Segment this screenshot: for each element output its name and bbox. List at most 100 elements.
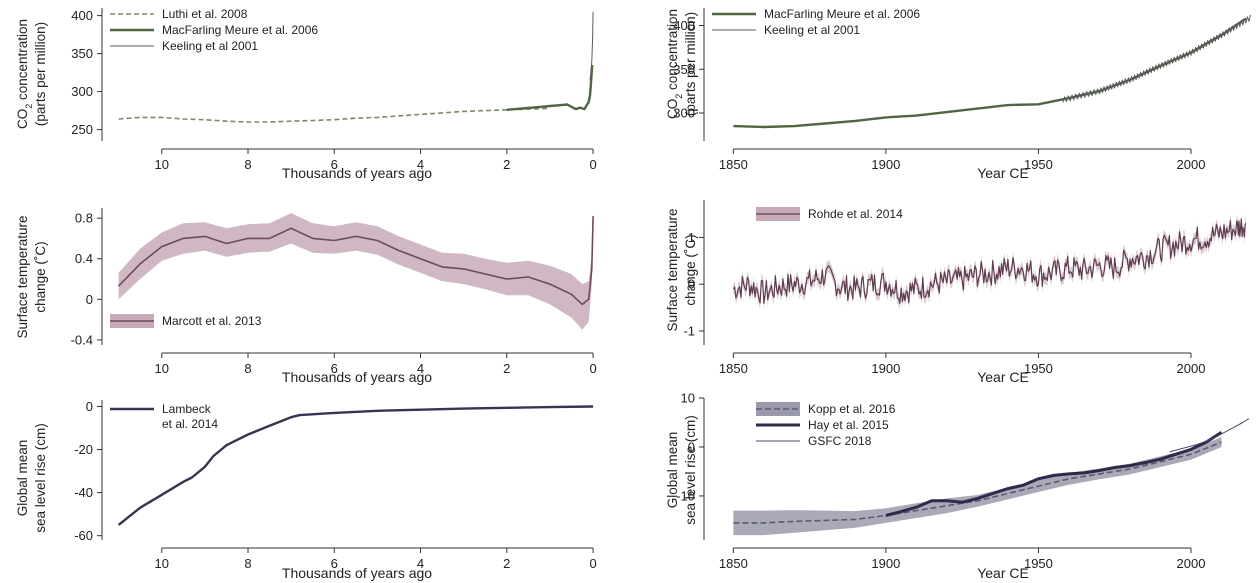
legend-label: Luthi et al. 2008 (162, 7, 248, 21)
y-axis-label-sea-long: Global mean (15, 440, 30, 517)
legend-label: Kopp et al. 2016 (808, 402, 896, 416)
legend-label: MacFarling Meure et al. 2006 (162, 23, 318, 37)
legend-item: MacFarling Meure et al. 2006 (712, 7, 920, 21)
x-tick-label: 4 (417, 157, 424, 172)
x-tick-label: 1900 (871, 361, 900, 376)
series-co2-recent-1-line (1062, 14, 1251, 103)
y-axis-label-temp-recent-units: change (˚C) (683, 234, 698, 305)
y-axis-label-sea-long-units: sea level rise (cm) (33, 423, 48, 533)
y-tick-label: 400 (71, 8, 93, 23)
y-tick-label: 250 (71, 122, 93, 137)
x-axis-label-temp-long: Thousands of years ago (282, 369, 432, 385)
legend-label: Keeling et al 2001 (764, 23, 860, 37)
axes-sea-long: -60 -40 -20 0 10 8 6 4 2 0 (74, 399, 596, 571)
legend-sea-long: Lambeck et al. 2014 (110, 402, 218, 431)
axes-co2-long: 250 300 350 400 10 8 6 4 2 0 (71, 8, 597, 172)
legend-label: Keeling et al 2001 (162, 39, 258, 53)
series-sea-recent-0-line (733, 441, 1222, 524)
plot-sea-recent (733, 418, 1250, 536)
panel-sea-long: -60 -40 -20 0 10 8 6 4 2 0 Lambeck et al. 2014 Tho… (15, 399, 597, 581)
legend-item: Kopp et al. 2016 (756, 402, 896, 416)
x-tick-label: 8 (244, 556, 251, 571)
x-axis-label-temp-recent: Year CE (977, 369, 1029, 385)
x-tick-label: 6 (331, 157, 338, 172)
y-tick-label: 350 (673, 62, 695, 77)
x-axis-label-sea-recent: Year CE (977, 565, 1029, 581)
series-sea-recent-1-line (885, 431, 1223, 517)
y-tick-label: 1 (688, 230, 695, 245)
plot-co2-long (118, 11, 594, 123)
y-axis-label-temp-long-units: change (˚C) (33, 241, 48, 312)
x-tick-label: 1850 (719, 556, 748, 571)
x-tick-label: 8 (244, 157, 251, 172)
legend-temp-long: Marcott et al. 2013 (110, 314, 262, 328)
panel-co2-long: 250 300 350 400 10 8 6 4 2 0 Luthi et al. 2008 Mac… (15, 7, 597, 181)
series-sea-recent-2-line (1169, 418, 1250, 453)
x-tick-label: 8 (244, 361, 251, 376)
legend-item: Keeling et al 2001 (712, 23, 860, 37)
legend-item: Rohde et al. 2014 (756, 207, 903, 221)
legend-label: Lambeck et al. 2014 (162, 402, 218, 431)
legend-label: Hay et al. 2015 (808, 418, 889, 432)
legend-co2-recent: MacFarling Meure et al. 2006 Keeling et a… (712, 7, 920, 37)
y-axis-label-co2-long: CO2 concentration (15, 19, 34, 129)
y-tick-label: -10 (676, 488, 695, 503)
y-axis-label-temp-recent: Surface temperature (665, 208, 680, 331)
x-tick-label: 1900 (871, 157, 900, 172)
series-co2-long-1-line (506, 64, 594, 111)
x-tick-label: 10 (155, 556, 169, 571)
series-temp-long-0-line (118, 216, 594, 306)
panel-co2-recent: 300 350 400 1850 1900 1950 2000 MacFarling Meu… (665, 7, 1251, 181)
legend-temp-recent: Rohde et al. 2014 (756, 207, 903, 221)
axes-temp-recent: -1 0 1 1850 1900 1950 2000 (683, 200, 1205, 376)
y-tick-label: 400 (673, 18, 695, 33)
legend-label: Rohde et al. 2014 (808, 207, 903, 221)
panel-temp-recent: -1 0 1 1850 1900 1950 2000 Rohde et al. 2014 Y… (665, 200, 1247, 385)
legend-sea-recent: Kopp et al. 2016 Hay et al. 2015 GSFC 2018 (756, 402, 896, 448)
x-tick-label: 2000 (1177, 361, 1206, 376)
x-tick-label: 6 (331, 361, 338, 376)
series-temp-long-0-uncertainty-band (118, 212, 594, 330)
y-tick-label: -40 (74, 485, 93, 500)
legend-item: Marcott et al. 2013 (110, 314, 262, 328)
y-tick-label: 0 (86, 292, 93, 307)
x-tick-label: 2000 (1177, 157, 1206, 172)
series-co2-long-2-line (589, 11, 594, 81)
axes-co2-recent: 300 350 400 1850 1900 1950 2000 (673, 8, 1205, 172)
legend-item: MacFarling Meure et al. 2006 (110, 23, 318, 37)
x-tick-label: 10 (155, 157, 169, 172)
y-tick-label: 0 (86, 399, 93, 414)
legend-item: GSFC 2018 (756, 434, 872, 448)
x-tick-label: 0 (589, 361, 596, 376)
x-tick-label: 1850 (719, 157, 748, 172)
x-axis-label-co2-long: Thousands of years ago (282, 165, 432, 181)
y-tick-label: 0 (688, 439, 695, 454)
panel-temp-long: -0.4 0 0.4 0.8 10 8 6 4 2 0 Marcott et al. 2013 T… (15, 208, 597, 385)
x-tick-label: 2000 (1177, 556, 1206, 571)
panel-sea-recent: -10 0 10 1850 1900 1950 2000 Kopp et al. 2016 H… (665, 391, 1250, 581)
x-tick-label: 2 (503, 157, 510, 172)
series-co2-long-0-line (118, 107, 550, 123)
plot-temp-recent (732, 213, 1247, 310)
legend-item: Hay et al. 2015 (756, 418, 889, 432)
legend-co2-long: Luthi et al. 2008 MacFarling Meure et al.… (110, 7, 318, 53)
y-axis-label-sea-recent: Global mean (665, 432, 680, 509)
y-axis-label-co2-recent: CO2 concentration (665, 9, 684, 119)
x-axis-label-sea-long: Thousands of years ago (282, 565, 432, 581)
series-sea-recent-0-uncertainty-band (733, 437, 1222, 536)
legend-label: GSFC 2018 (808, 434, 872, 448)
y-tick-label: 0 (688, 277, 695, 292)
x-tick-label: 1950 (1024, 157, 1053, 172)
series-temp-recent-0-line (732, 218, 1247, 304)
axes-sea-recent: -10 0 10 1850 1900 1950 2000 (676, 391, 1205, 572)
x-tick-label: 2 (503, 361, 510, 376)
y-tick-label: 0.4 (75, 251, 93, 266)
x-tick-label: 1950 (1024, 361, 1053, 376)
x-tick-label: 1950 (1024, 556, 1053, 571)
x-tick-label: 1850 (719, 361, 748, 376)
series-sea-long-0-line (117, 405, 594, 526)
y-tick-label: -0.4 (71, 332, 93, 347)
legend-item: Lambeck et al. 2014 (110, 402, 218, 431)
legend-item: Luthi et al. 2008 (110, 7, 248, 21)
